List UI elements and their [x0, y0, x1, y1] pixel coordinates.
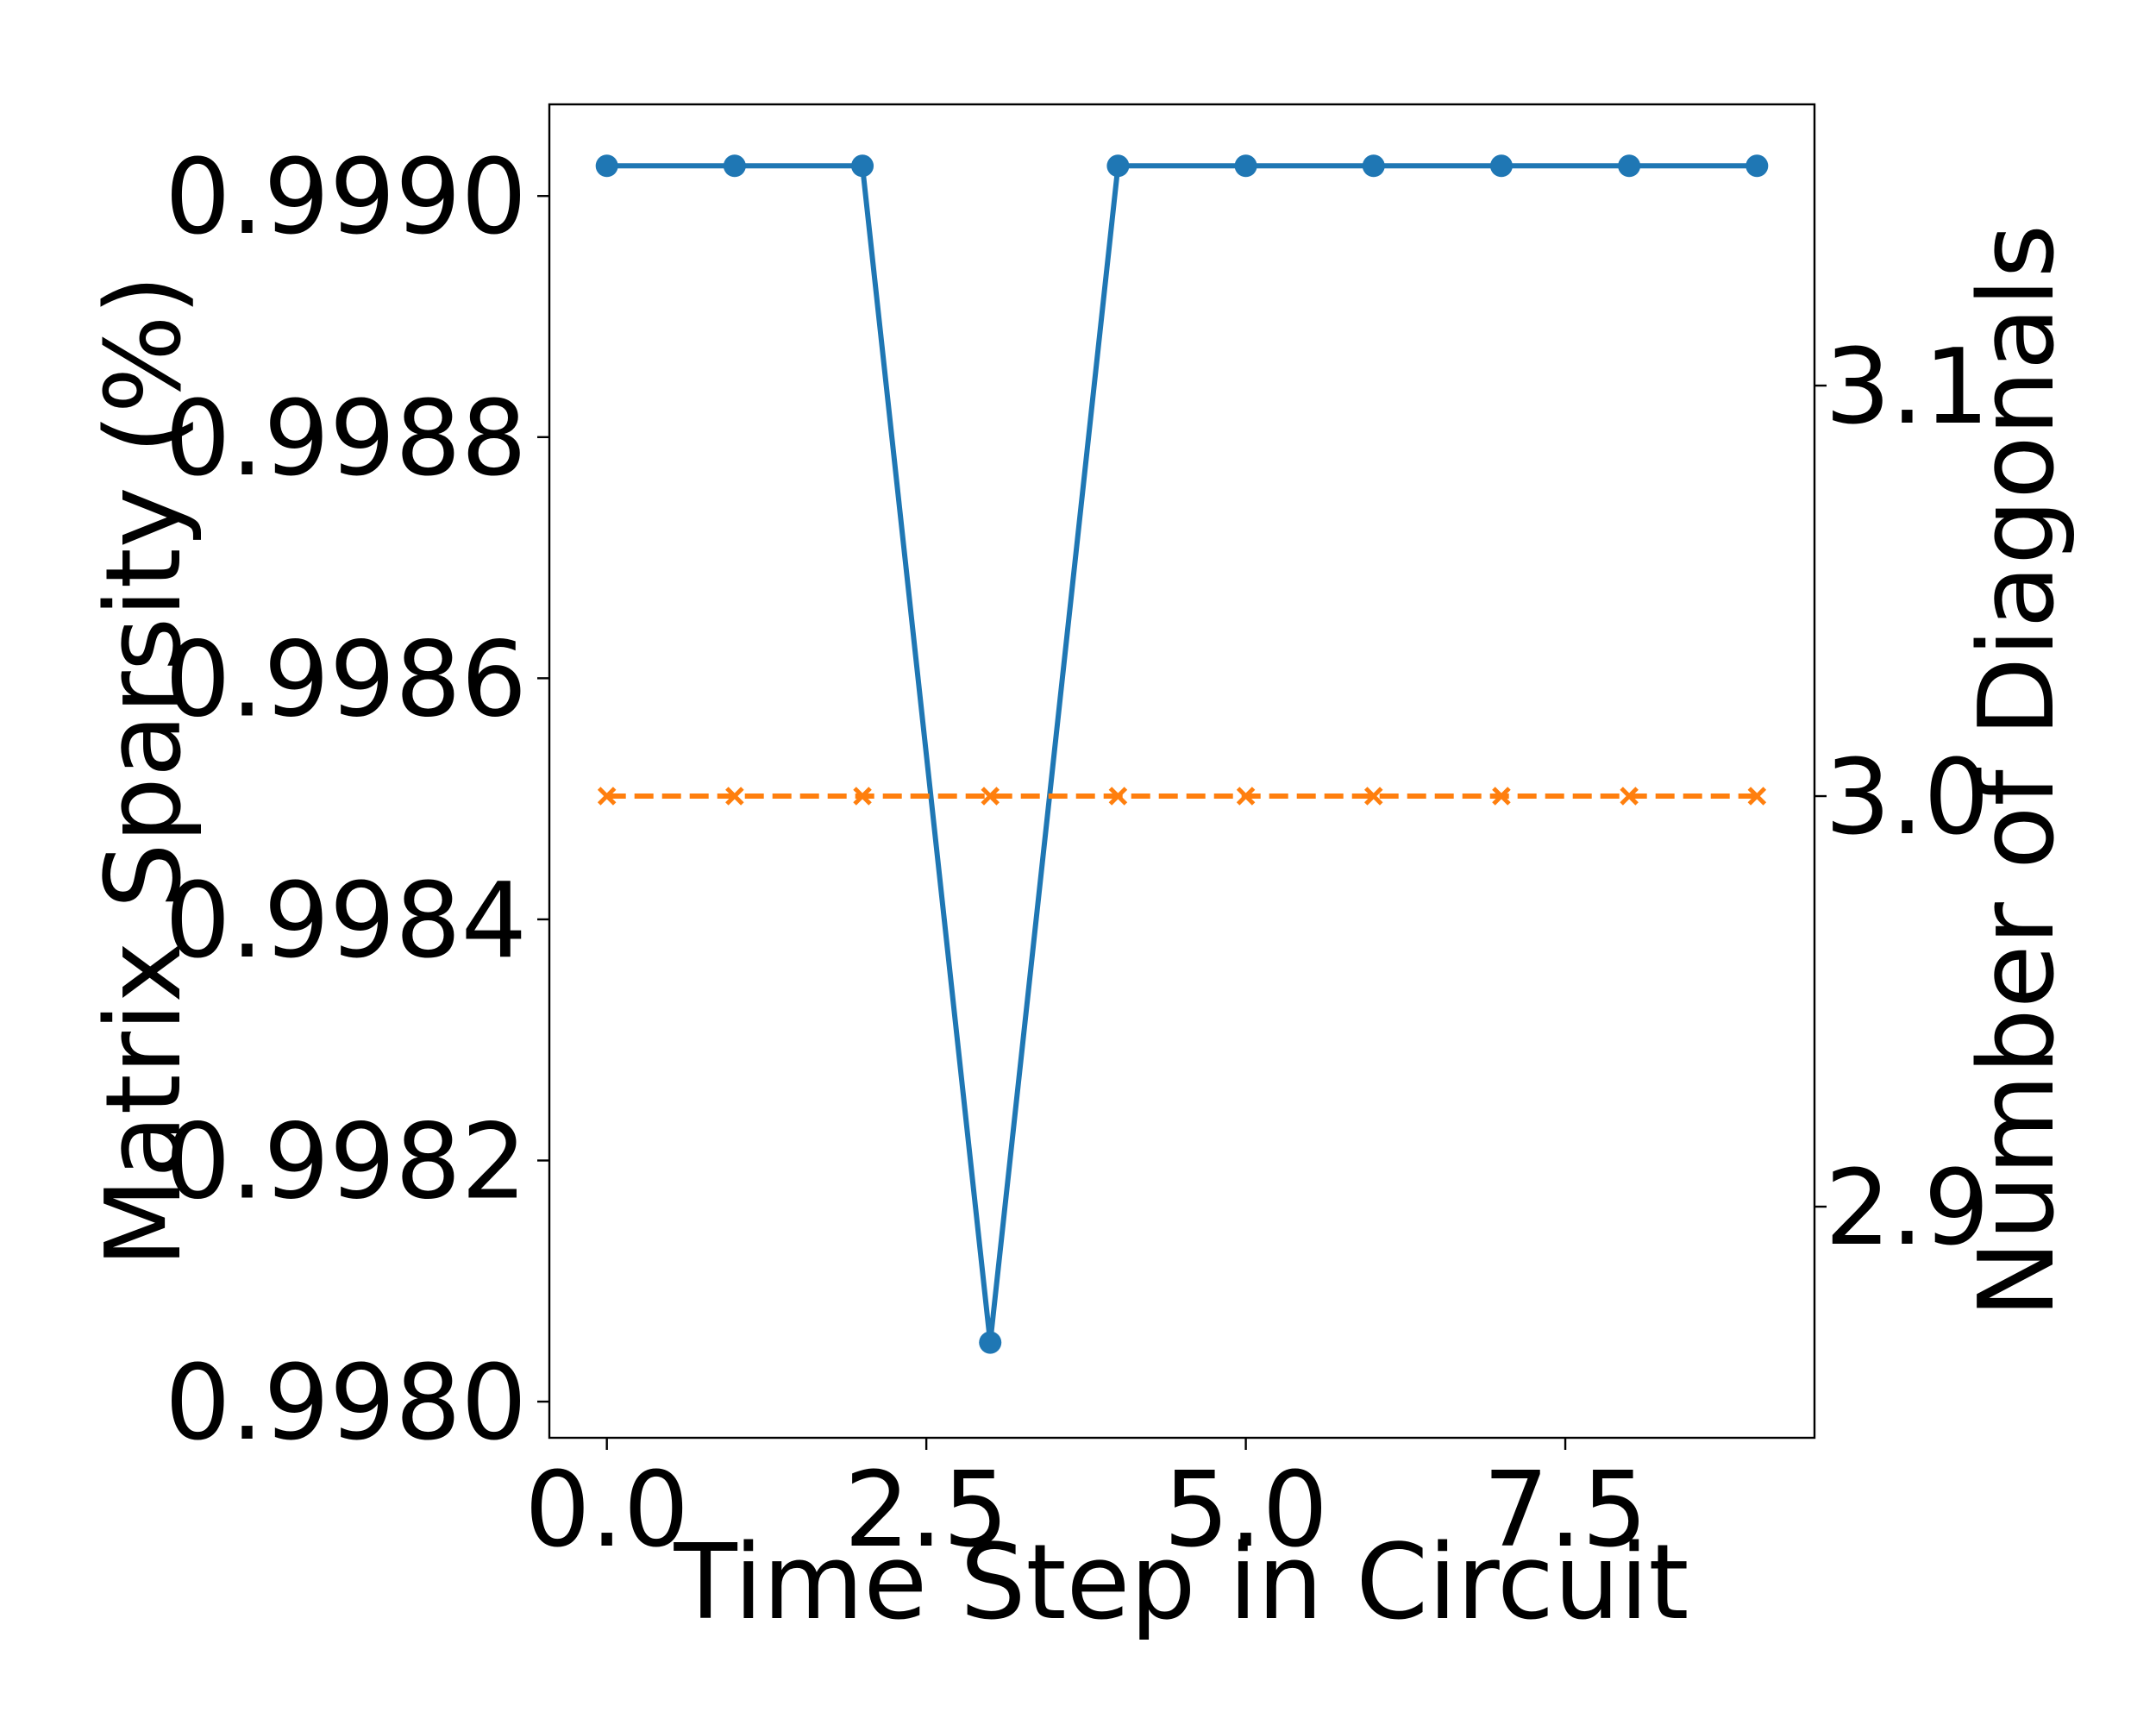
- x-tick-label: 0.0: [524, 1451, 689, 1571]
- y-tick-label: 0.9990: [165, 138, 527, 258]
- data-point-circle: [851, 154, 874, 177]
- data-point-circle: [724, 154, 746, 177]
- data-point-circle: [596, 154, 618, 177]
- y-tick-label: 0.9984: [165, 862, 527, 982]
- data-point-circle: [1363, 154, 1385, 177]
- data-point-circle: [1235, 154, 1257, 177]
- x-axis-label: Time Step in Circuit: [674, 1523, 1689, 1643]
- y-tick-label: 0.9988: [165, 380, 527, 499]
- y-ticks: 0.9980 0.9982 0.9984 0.9986 0.9988 0.9990: [165, 138, 549, 1464]
- y-tick-label: 0.9982: [165, 1102, 527, 1222]
- data-point-circle: [1490, 154, 1513, 177]
- plot-background: [549, 104, 1814, 1438]
- data-point-circle: [1745, 154, 1768, 177]
- y-tick-label: 0.9980: [165, 1344, 527, 1464]
- y-axis-label: Matrix Sparsity (%): [85, 275, 204, 1268]
- data-point-circle: [979, 1332, 1001, 1354]
- y-tick-label: 0.9986: [165, 620, 527, 740]
- data-point-circle: [1618, 154, 1640, 177]
- y2-axis-label: Number of Diagonals: [1958, 224, 2078, 1318]
- data-point-circle: [1106, 154, 1129, 177]
